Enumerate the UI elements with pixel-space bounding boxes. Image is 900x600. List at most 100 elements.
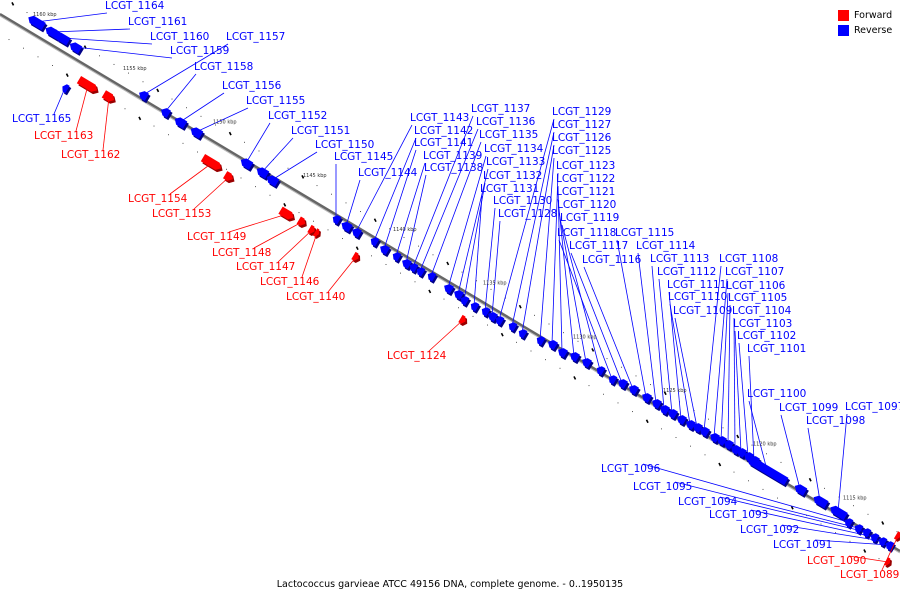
gene-arrow-lcgt-1144[interactable] (341, 221, 353, 233)
gene-arrow-lcgt-1114[interactable] (652, 399, 662, 409)
gene-label-lcgt-1129[interactable]: LCGT_1129 (552, 106, 611, 118)
gene-arrow-lcgt-1115[interactable] (642, 393, 652, 403)
gene-arrow-lcgt-1127[interactable] (508, 322, 518, 332)
gene-label-lcgt-1126[interactable]: LCGT_1126 (552, 132, 612, 144)
gene-label-lcgt-1105[interactable]: LCGT_1105 (728, 292, 787, 304)
gene-arrow-lcgt-1111[interactable] (677, 415, 687, 425)
gene-label-lcgt-1122[interactable]: LCGT_1122 (556, 173, 615, 185)
gene-arrow-lcgt-1089[interactable] (893, 531, 900, 540)
gene-label-lcgt-1154[interactable]: LCGT_1154 (128, 193, 188, 205)
gene-arrow-lcgt-1152[interactable] (240, 158, 254, 170)
gene-label-lcgt-1094[interactable]: LCGT_1094 (678, 496, 738, 508)
gene-arrow-lcgt-1142[interactable] (370, 237, 380, 247)
gene-label-lcgt-1093[interactable]: LCGT_1093 (709, 509, 768, 521)
gene-label-lcgt-1114[interactable]: LCGT_1114 (636, 240, 696, 252)
gene-arrow-lcgt-1105[interactable] (724, 440, 734, 450)
gene-label-lcgt-1125[interactable]: LCGT_1125 (552, 145, 611, 157)
gene-label-lcgt-1115[interactable]: LCGT_1115 (615, 227, 674, 239)
gene-label-lcgt-1143[interactable]: LCGT_1143 (410, 112, 469, 124)
gene-label-lcgt-1120[interactable]: LCGT_1120 (557, 199, 616, 211)
gene-arrow-lcgt-1125[interactable] (536, 336, 546, 346)
gene-arrow-lcgt-1107[interactable] (710, 433, 720, 443)
gene-arrow-lcgt-1163[interactable] (76, 76, 97, 92)
gene-label-lcgt-1139[interactable]: LCGT_1139 (423, 150, 482, 162)
gene-label-lcgt-1116[interactable]: LCGT_1116 (582, 254, 642, 266)
gene-label-lcgt-1163[interactable]: LCGT_1163 (34, 130, 93, 142)
gene-arrow-lcgt-1154[interactable] (200, 154, 221, 170)
gene-label-lcgt-1106[interactable]: LCGT_1106 (726, 280, 786, 292)
gene-arrow-lcgt-1133[interactable] (454, 290, 464, 300)
gene-label-lcgt-1108[interactable]: LCGT_1108 (719, 253, 778, 265)
gene-label-lcgt-1107[interactable]: LCGT_1107 (725, 266, 784, 278)
gene-arrow-lcgt-1138[interactable] (402, 259, 412, 269)
gene-arrow-lcgt-1132[interactable] (460, 296, 470, 306)
gene-label-lcgt-1127[interactable]: LCGT_1127 (552, 119, 611, 131)
gene-label-lcgt-1100[interactable]: LCGT_1100 (747, 388, 806, 400)
gene-label-lcgt-1099[interactable]: LCGT_1099 (779, 402, 838, 414)
gene-arrow-lcgt-1145[interactable] (332, 215, 342, 225)
gene-label-lcgt-1157[interactable]: LCGT_1157 (226, 31, 285, 43)
gene-arrow-lcgt-1156[interactable] (174, 117, 188, 129)
gene-arrow-lcgt-1118[interactable] (608, 375, 618, 385)
gene-label-lcgt-1134[interactable]: LCGT_1134 (484, 143, 544, 155)
gene-arrow-lcgt-1109[interactable] (693, 423, 703, 433)
gene-arrow-lcgt-1102[interactable] (744, 452, 754, 462)
gene-label-lcgt-1113[interactable]: LCGT_1113 (650, 253, 709, 265)
gene-arrow-lcgt-1100[interactable] (747, 456, 789, 486)
gene-arrow-lcgt-1153[interactable] (223, 171, 233, 181)
gene-arrow-lcgt-1108[interactable] (700, 427, 710, 437)
gene-arrow-lcgt-1090[interactable] (883, 557, 891, 566)
gene-arrow-lcgt-1093[interactable] (870, 533, 880, 543)
gene-arrow-lcgt-1123[interactable] (548, 340, 558, 350)
gene-arrow-lcgt-1165[interactable] (62, 84, 70, 94)
gene-arrow-lcgt-1099[interactable] (794, 484, 808, 496)
gene-arrow-lcgt-1116[interactable] (629, 385, 639, 395)
gene-arrow-lcgt-1126[interactable] (518, 329, 528, 339)
gene-label-lcgt-1112[interactable]: LCGT_1112 (657, 266, 716, 278)
gene-label-lcgt-1135[interactable]: LCGT_1135 (479, 129, 538, 141)
gene-arrow-lcgt-1134[interactable] (444, 284, 454, 294)
gene-arrow-lcgt-1106[interactable] (717, 436, 727, 446)
gene-arrow-lcgt-1122[interactable] (558, 348, 568, 358)
gene-arrow-lcgt-1128[interactable] (488, 312, 498, 322)
gene-arrow-lcgt-1150[interactable] (266, 175, 280, 187)
gene-label-lcgt-1161[interactable]: LCGT_1161 (128, 16, 187, 28)
gene-label-lcgt-1164[interactable]: LCGT_1164 (105, 0, 165, 12)
gene-label-lcgt-1098[interactable]: LCGT_1098 (806, 415, 865, 427)
gene-arrow-lcgt-1162[interactable] (101, 90, 115, 102)
gene-label-lcgt-1121[interactable]: LCGT_1121 (556, 186, 615, 198)
gene-label-lcgt-1136[interactable]: LCGT_1136 (476, 116, 536, 128)
gene-label-lcgt-1144[interactable]: LCGT_1144 (358, 167, 418, 179)
gene-arrow-lcgt-1158[interactable] (161, 108, 171, 118)
gene-arrow-lcgt-1095[interactable] (854, 524, 864, 534)
gene-label-lcgt-1102[interactable]: LCGT_1102 (737, 330, 796, 342)
gene-arrow-lcgt-1147[interactable] (307, 224, 315, 234)
gene-label-lcgt-1103[interactable]: LCGT_1103 (733, 318, 792, 330)
gene-label-lcgt-1111[interactable]: LCGT_1111 (667, 279, 726, 291)
gene-arrow-lcgt-1130[interactable] (481, 307, 491, 317)
gene-arrow-lcgt-1110[interactable] (686, 420, 696, 430)
gene-label-lcgt-1142[interactable]: LCGT_1142 (414, 125, 473, 137)
gene-label-lcgt-1118[interactable]: LCGT_1118 (557, 227, 616, 239)
gene-label-lcgt-1101[interactable]: LCGT_1101 (747, 343, 806, 355)
gene-label-lcgt-1149[interactable]: LCGT_1149 (187, 231, 246, 243)
gene-arrow-lcgt-1119[interactable] (596, 366, 606, 376)
gene-arrow-lcgt-1135[interactable] (427, 272, 437, 282)
gene-arrow-lcgt-1112[interactable] (668, 409, 678, 419)
gene-arrow-lcgt-1139[interactable] (392, 252, 402, 262)
gene-label-lcgt-1091[interactable]: LCGT_1091 (773, 539, 832, 551)
gene-label-lcgt-1095[interactable]: LCGT_1095 (633, 481, 692, 493)
gene-label-lcgt-1141[interactable]: LCGT_1141 (414, 137, 473, 149)
gene-label-lcgt-1104[interactable]: LCGT_1104 (732, 305, 792, 317)
gene-label-lcgt-1160[interactable]: LCGT_1160 (150, 31, 209, 43)
gene-label-lcgt-1151[interactable]: LCGT_1151 (291, 125, 350, 137)
gene-label-lcgt-1155[interactable]: LCGT_1155 (246, 95, 305, 107)
gene-arrow-lcgt-1091[interactable] (885, 541, 895, 551)
gene-label-lcgt-1124[interactable]: LCGT_1124 (387, 350, 447, 362)
gene-label-lcgt-1148[interactable]: LCGT_1148 (212, 247, 271, 259)
gene-label-lcgt-1131[interactable]: LCGT_1131 (480, 183, 539, 195)
gene-label-lcgt-1096[interactable]: LCGT_1096 (601, 463, 661, 475)
gene-label-lcgt-1097[interactable]: LCGT_1097 (845, 401, 900, 413)
gene-arrow-lcgt-1136[interactable] (416, 267, 426, 277)
gene-arrow-lcgt-1143[interactable] (352, 228, 362, 238)
